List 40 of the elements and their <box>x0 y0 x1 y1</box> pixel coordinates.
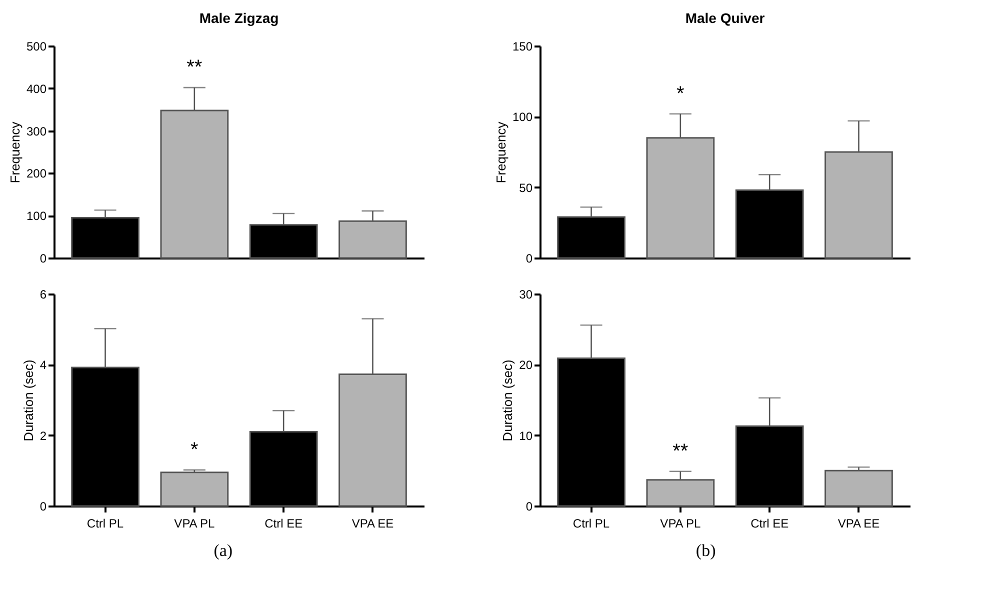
y-tick-label: 6 <box>40 288 47 302</box>
x-tick-label: Ctrl PL <box>86 516 124 530</box>
y-tick-label: 500 <box>26 40 47 54</box>
bar <box>824 470 893 507</box>
text: (a) <box>214 541 233 560</box>
y-tick-label: 300 <box>26 124 47 138</box>
y-tick-label: 50 <box>519 180 533 195</box>
y-tick-label: 0 <box>40 500 47 514</box>
y-axis-title: Duration (sec) <box>20 360 36 442</box>
y-tick-label: 0 <box>40 252 47 266</box>
y-tick-label: 2 <box>40 428 47 443</box>
y-tick-label: 4 <box>40 358 47 372</box>
x-tick-label: Ctrl EE <box>264 516 303 530</box>
y-axis-title: Frequency <box>493 121 508 184</box>
y-tick-label: 0 <box>526 252 533 266</box>
x-tick-label: VPA PL <box>660 516 701 530</box>
bar <box>160 472 229 507</box>
y-axis-title: Frequency <box>7 121 22 184</box>
annotation: * <box>676 82 685 105</box>
x-tick-label: Ctrl EE <box>750 516 789 530</box>
y-tick-label: 100 <box>512 110 533 124</box>
x-tick-label: Ctrl PL <box>572 516 610 530</box>
y-tick-label: 100 <box>26 209 47 224</box>
x-tick-label: VPA EE <box>352 516 394 530</box>
y-tick-label: 0 <box>526 500 533 514</box>
chart-title: Male Zigzag <box>199 10 279 26</box>
y-axis-title: Duration (sec) <box>500 360 516 442</box>
x-tick-label: VPA EE <box>838 516 880 530</box>
y-tick-label: 20 <box>519 358 533 372</box>
annotation: ** <box>186 56 202 79</box>
chart-title: Male Quiver <box>685 10 766 26</box>
text: (b) <box>696 541 716 560</box>
y-tick-label: 400 <box>26 82 47 96</box>
annotation: * <box>190 438 199 461</box>
y-tick-label: 200 <box>26 166 47 181</box>
y-tick-label: 10 <box>519 428 533 443</box>
y-tick-label: 150 <box>512 40 533 54</box>
x-tick-label: VPA PL <box>174 516 215 530</box>
annotation: ** <box>672 440 688 462</box>
y-tick-label: 30 <box>519 288 533 302</box>
